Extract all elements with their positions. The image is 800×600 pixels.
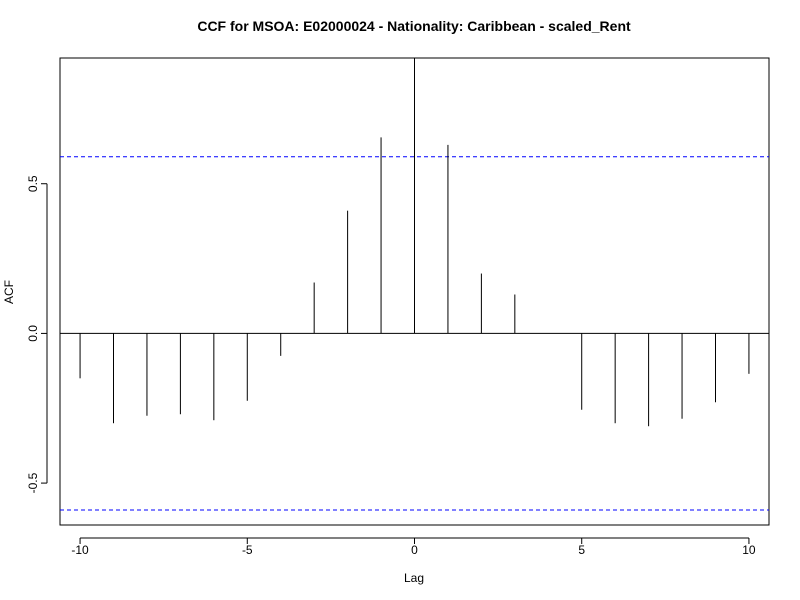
y-tick-label: 0.5 bbox=[26, 175, 40, 192]
y-tick-label: -0.5 bbox=[26, 472, 40, 493]
x-tick-label: -10 bbox=[71, 543, 89, 557]
x-tick-label: -5 bbox=[242, 543, 253, 557]
chart-axes: -10 -5 0 5 10 -0.5 0.0 0.5 bbox=[26, 175, 756, 557]
x-tick-label: 0 bbox=[411, 543, 418, 557]
chart-title: CCF for MSOA: E02000024 - Nationality: C… bbox=[197, 18, 631, 34]
chart-marks bbox=[60, 58, 769, 511]
x-tick-label: 10 bbox=[742, 543, 756, 557]
x-axis-label: Lag bbox=[404, 571, 424, 585]
y-axis-label: ACF bbox=[2, 280, 16, 304]
x-tick-label: 5 bbox=[578, 543, 585, 557]
y-tick-label: 0.0 bbox=[26, 325, 40, 342]
